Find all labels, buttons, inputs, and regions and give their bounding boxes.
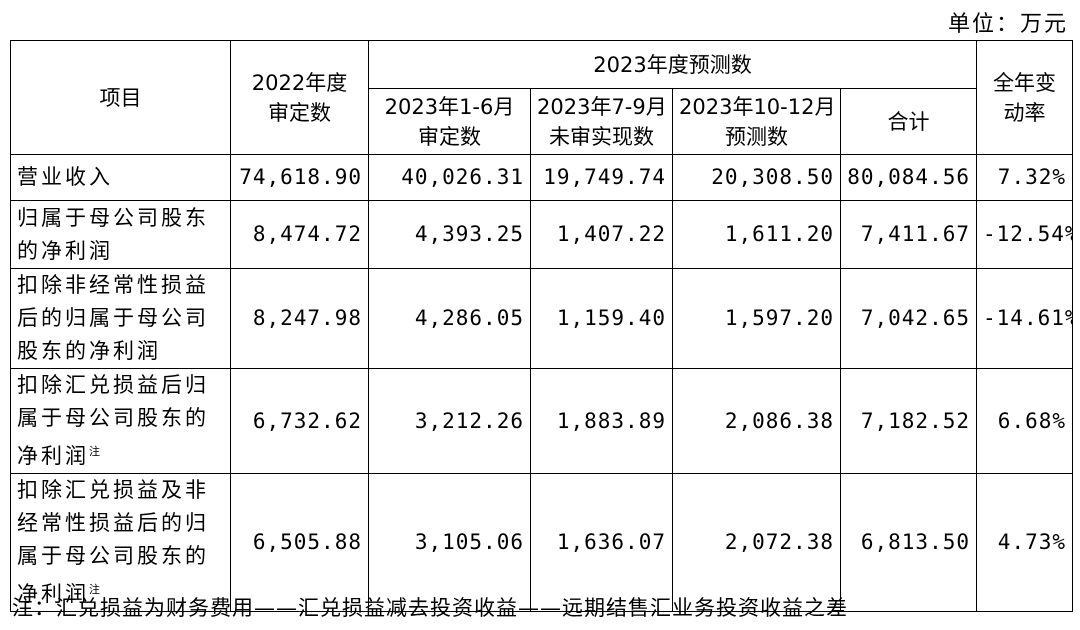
cell-2023-q4: 1,597.20: [672, 268, 841, 369]
header-2023-q3: 2023年7-9月 未审实现数: [530, 88, 673, 155]
cell-2023-q4: 2,072.38: [672, 473, 841, 612]
cell-2023-h1: 4,393.25: [368, 200, 531, 269]
cell-change-rate: 4.73%: [976, 473, 1074, 612]
table-row: 扣除汇兑损益后归 属于母公司股东的 净利润注 6,732.62 3,212.26…: [10, 368, 1074, 474]
cell-2023-h1: 3,105.06: [368, 473, 531, 612]
cell-2023-q3: 19,749.74: [530, 154, 673, 201]
cell-2023-h1: 40,026.31: [368, 154, 531, 201]
cell-2023-h1: 3,212.26: [368, 368, 531, 474]
cell-total: 6,813.50: [839, 473, 978, 612]
cell-total: 7,411.67: [839, 200, 978, 269]
header-change-rate: 全年变 动率: [976, 40, 1074, 155]
cell-2022-audited: 8,247.98: [230, 268, 369, 369]
cell-2022-audited: 6,505.88: [230, 473, 369, 612]
table-row: 扣除汇兑损益及非 经常性损益后的归 属于母公司股东的 净利润注 6,505.88…: [10, 473, 1074, 612]
cell-2023-h1: 4,286.05: [368, 268, 531, 369]
unit-label: 单位：万元: [947, 12, 1068, 37]
cell-total: 80,084.56: [839, 154, 978, 201]
table-footnote: 注：汇兑损益为财务费用——汇兑损益减去投资收益——远期结售汇业务投资收益之差: [12, 596, 848, 620]
cell-change-rate: 6.68%: [976, 368, 1074, 474]
row-label: 扣除汇兑损益后归 属于母公司股东的 净利润注: [10, 368, 231, 474]
header-2023-forecast: 2023年度预测数: [367, 40, 978, 89]
header-2023-h1: 2023年1-6月 审定数: [368, 88, 531, 155]
row-label: 归属于母公司股东 的净利润: [10, 200, 231, 269]
header-2022-audited: 2022年度 审定数: [230, 40, 369, 155]
cell-2023-q4: 20,308.50: [672, 154, 841, 201]
cell-2023-q4: 1,611.20: [672, 200, 841, 269]
row-label: 扣除非经常性损益 后的归属于母公司 股东的净利润: [10, 268, 231, 369]
footnote-mark: 注: [89, 583, 100, 596]
cell-2022-audited: 8,474.72: [230, 200, 369, 269]
financial-forecast-table: 项目 2022年度 审定数 2023年度预测数 全年变 动率 2023年1-6月…: [10, 40, 1074, 612]
cell-total: 7,182.52: [839, 368, 978, 474]
cell-2023-q4: 2,086.38: [672, 368, 841, 474]
cell-change-rate: -14.61%: [976, 268, 1074, 369]
cell-2023-q3: 1,159.40: [530, 268, 673, 369]
cell-2022-audited: 6,732.62: [230, 368, 369, 474]
table-row: 扣除非经常性损益 后的归属于母公司 股东的净利润 8,247.98 4,286.…: [10, 268, 1074, 369]
header-item: 项目: [10, 40, 231, 155]
table-row: 归属于母公司股东 的净利润 8,474.72 4,393.25 1,407.22…: [10, 200, 1074, 269]
cell-2022-audited: 74,618.90: [230, 154, 369, 201]
cell-change-rate: -12.54%: [976, 200, 1074, 269]
row-label: 扣除汇兑损益及非 经常性损益后的归 属于母公司股东的 净利润注: [10, 473, 231, 612]
cell-change-rate: 7.32%: [976, 154, 1074, 201]
cell-total: 7,042.65: [839, 268, 978, 369]
header-2023-q4: 2023年10-12月 预测数: [672, 88, 841, 155]
cell-2023-q3: 1,636.07: [530, 473, 673, 612]
cell-2023-q3: 1,883.89: [530, 368, 673, 474]
row-label: 营业收入: [10, 154, 231, 201]
header-total: 合计: [839, 88, 978, 155]
table-row: 营业收入 74,618.90 40,026.31 19,749.74 20,30…: [10, 154, 1074, 201]
cell-2023-q3: 1,407.22: [530, 200, 673, 269]
footnote-mark: 注: [89, 445, 100, 458]
